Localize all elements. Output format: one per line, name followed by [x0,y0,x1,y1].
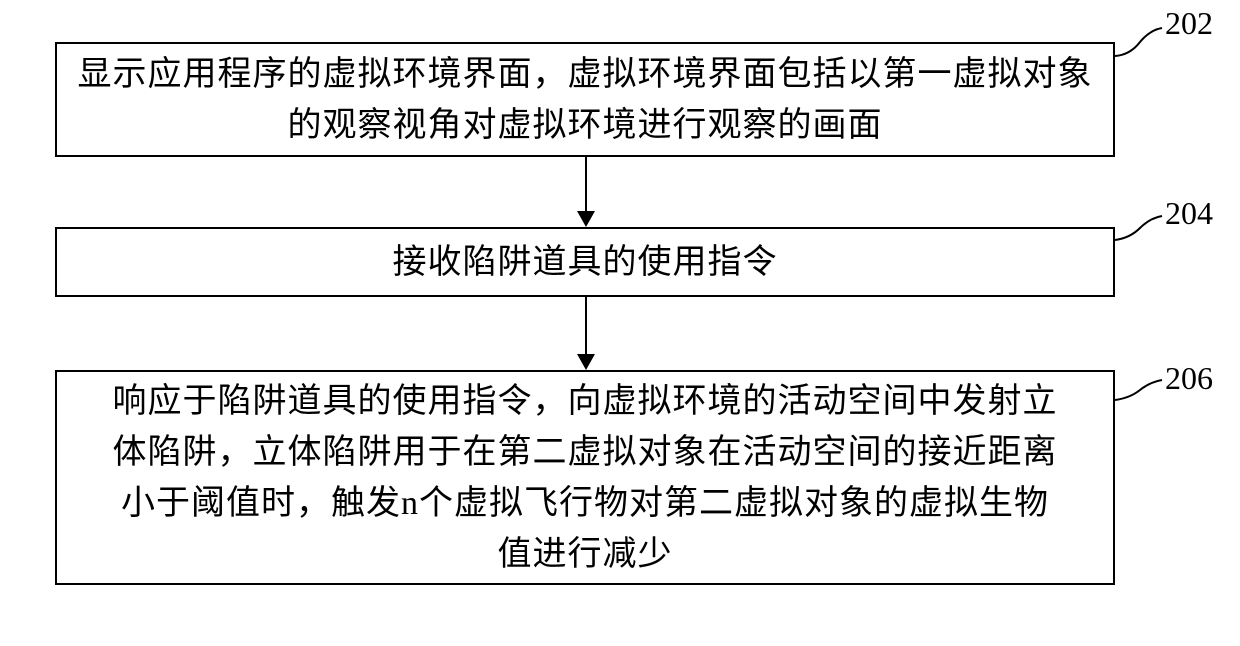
step-3-label: 206 [1165,360,1213,397]
step-2-text: 接收陷阱道具的使用指令 [393,237,778,288]
flowchart-container: 显示应用程序的虚拟环境界面，虚拟环境界面包括以第一虚拟对象的观察视角对虚拟环境进… [0,0,1240,646]
flowchart-step-3: 响应于陷阱道具的使用指令，向虚拟环境的活动空间中发射立体陷阱，立体陷阱用于在第二… [55,370,1115,585]
flowchart-step-1: 显示应用程序的虚拟环境界面，虚拟环境界面包括以第一虚拟对象的观察视角对虚拟环境进… [55,42,1115,157]
step-2-label: 204 [1165,195,1213,232]
step-1-text: 显示应用程序的虚拟环境界面，虚拟环境界面包括以第一虚拟对象的观察视角对虚拟环境进… [77,49,1093,151]
flowchart-step-2: 接收陷阱道具的使用指令 [55,227,1115,297]
step-1-label: 202 [1165,5,1213,42]
step-3-text: 响应于陷阱道具的使用指令，向虚拟环境的活动空间中发射立体陷阱，立体陷阱用于在第二… [110,376,1060,580]
